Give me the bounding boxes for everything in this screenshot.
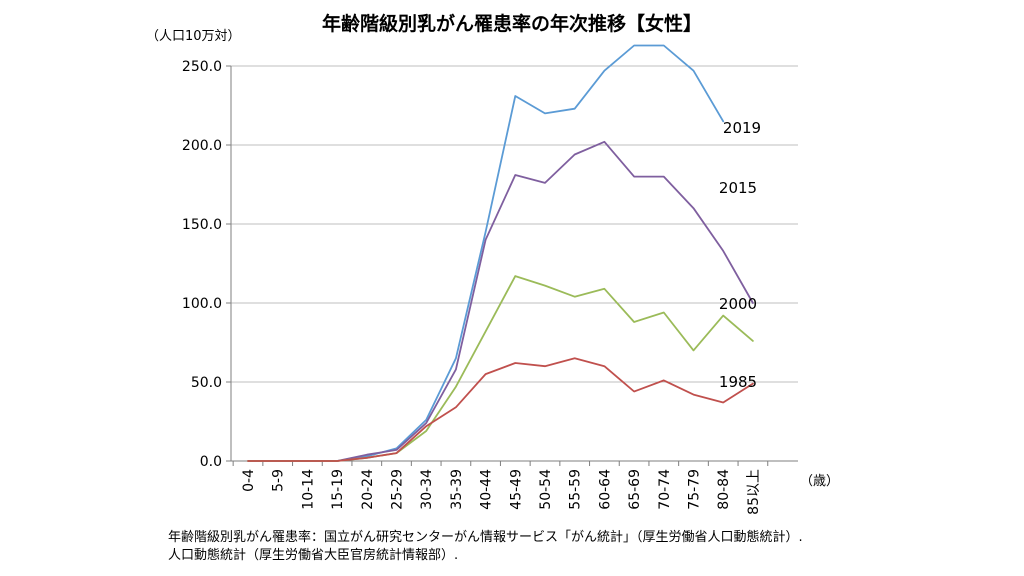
series-label-2015: 2015 <box>719 179 757 197</box>
series-line-1985 <box>247 357 754 462</box>
x-tick-label: 85以上 <box>746 469 762 515</box>
x-tick-label: 25-29 <box>390 469 406 510</box>
y-tick-label: 150.0 <box>182 217 222 233</box>
y-tick-label: 100.0 <box>182 296 222 312</box>
series-labels: 2019 2015 2000 1985 <box>719 119 761 391</box>
x-tick-label: 20-24 <box>360 469 376 510</box>
x-tick-label: 60-64 <box>597 469 613 510</box>
x-tick-label: 35-39 <box>449 469 465 510</box>
x-tick-label: 65-69 <box>627 469 643 510</box>
series-label-1985: 1985 <box>719 373 757 391</box>
source-note-line-2: 人口動態統計（厚生労働省大臣官房統計情報部）. <box>168 548 459 563</box>
x-tick-label: 5-9 <box>271 469 287 492</box>
y-tick-label: 250.0 <box>182 59 222 75</box>
source-note-line-1: 年齢階級別乳がん罹患率：国立がん研究センターがん情報サービス「がん統計」（厚生労… <box>168 530 803 545</box>
x-tick-label: 0-4 <box>241 469 257 492</box>
series-label-2019: 2019 <box>723 119 761 137</box>
axes <box>226 65 798 466</box>
x-tick-label: 15-19 <box>330 469 346 510</box>
x-tick-label: 70-74 <box>657 469 673 510</box>
x-axis-unit-label: （歳） <box>800 474 839 489</box>
gridlines <box>231 65 798 383</box>
series-label-2000: 2000 <box>719 295 757 313</box>
y-tick-label: 200.0 <box>182 138 222 154</box>
x-tick-label: 45-49 <box>508 469 524 510</box>
chart-title: 年齢階級別乳がん罹患率の年次推移【女性】 <box>322 12 702 35</box>
x-tick-label: 10-14 <box>300 469 316 510</box>
x-tick-label: 40-44 <box>479 469 495 510</box>
y-tick-label: 0.0 <box>200 454 222 470</box>
x-tick-label: 80-84 <box>716 469 732 510</box>
x-tick-label: 50-54 <box>538 469 554 510</box>
y-axis-unit-label: （人口10万対） <box>146 29 241 44</box>
x-tick-label: 30-34 <box>419 469 435 510</box>
x-tick-label: 55-59 <box>568 469 584 510</box>
series-line-2019 <box>247 44 725 462</box>
y-tick-label: 50.0 <box>191 375 222 391</box>
series-line-2015 <box>247 140 754 462</box>
series-lines <box>247 44 754 462</box>
x-tick-label: 75-79 <box>687 469 703 510</box>
tick-labels: 0.0 50.0 100.0 150.0 200.0 250.0 0-4 5-9 10-14 15… <box>182 59 762 515</box>
